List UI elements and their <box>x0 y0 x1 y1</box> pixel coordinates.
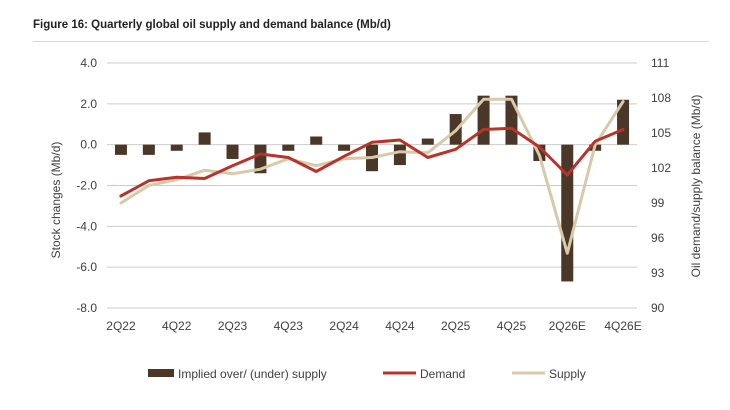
right-tick-label: 90 <box>651 301 665 315</box>
left-tick-label: 2.0 <box>80 97 97 111</box>
legend: Implied over/ (under) supply Demand Supp… <box>148 367 586 381</box>
bar <box>198 132 211 145</box>
right-tick-label: 102 <box>651 161 671 175</box>
x-tick-label: 2Q26E <box>549 319 586 333</box>
right-tick-label: 96 <box>651 231 665 245</box>
bar <box>254 144 267 174</box>
right-tick-label: 99 <box>651 196 665 210</box>
bar <box>393 144 406 166</box>
bar <box>310 136 323 145</box>
left-tick-label: -4.0 <box>76 219 97 233</box>
left-tick-label: -8.0 <box>76 301 97 315</box>
x-tick-label: 2Q24 <box>329 319 359 333</box>
left-axis-ticks: 4.0 2.0 0.0 -2.0 -4.0 -6.0 -8.0 <box>76 56 97 315</box>
bar-series-implied-supply <box>114 95 630 282</box>
x-tick-label: 2Q25 <box>441 319 471 333</box>
bar <box>142 144 155 155</box>
bar <box>421 138 434 145</box>
x-tick-label: 4Q23 <box>274 319 304 333</box>
left-axis-title: Stock changes (Mb/d) <box>49 142 63 259</box>
legend-label-demand: Demand <box>420 367 465 381</box>
left-tick-label: -2.0 <box>76 179 97 193</box>
right-tick-label: 108 <box>651 91 671 105</box>
x-tick-label: 4Q26E <box>604 319 641 333</box>
x-tick-label: 4Q25 <box>497 319 527 333</box>
supply-line <box>119 97 625 255</box>
x-axis-ticks: 2Q22 4Q22 2Q23 4Q23 2Q24 4Q24 2Q25 4Q25 2Q26E 4Q2… <box>106 319 641 333</box>
right-tick-label: 105 <box>651 126 671 140</box>
x-tick-label: 4Q24 <box>385 319 415 333</box>
right-axis-ticks: 111 108 105 102 99 96 93 90 <box>651 56 671 315</box>
bar <box>170 144 183 151</box>
x-tick-label: 4Q22 <box>162 319 192 333</box>
gridlines <box>107 62 637 309</box>
bar <box>617 99 630 145</box>
bar <box>338 144 351 151</box>
legend-swatch-implied-supply <box>148 369 174 377</box>
demand-line <box>119 126 625 198</box>
bar <box>561 144 574 282</box>
legend-label-supply: Supply <box>549 367 586 381</box>
left-tick-label: 0.0 <box>80 138 97 152</box>
bar <box>505 95 518 145</box>
right-tick-label: 111 <box>651 56 670 70</box>
bar <box>226 144 239 159</box>
figure-title: Figure 16: Quarterly global oil supply a… <box>33 19 391 31</box>
x-tick-label: 2Q22 <box>106 319 136 333</box>
right-axis-title: Oil demand/supply balance (Mb/d) <box>689 95 703 278</box>
line-series <box>119 97 625 255</box>
x-tick-label: 2Q23 <box>218 319 248 333</box>
right-tick-label: 93 <box>651 266 665 280</box>
title-divider <box>33 41 709 42</box>
bar <box>114 144 127 155</box>
legend-label-implied-supply: Implied over/ (under) supply <box>178 367 327 381</box>
left-tick-label: -6.0 <box>76 260 97 274</box>
left-tick-label: 4.0 <box>80 56 97 70</box>
bar <box>282 144 295 151</box>
